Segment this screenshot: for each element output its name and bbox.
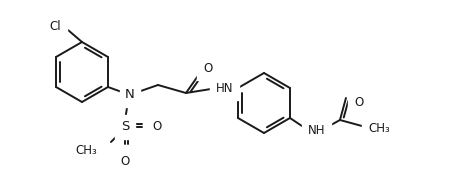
Text: N: N <box>125 89 135 102</box>
Text: CH₃: CH₃ <box>75 143 97 157</box>
Text: O: O <box>203 61 212 75</box>
Text: NH: NH <box>308 124 325 136</box>
Text: CH₃: CH₃ <box>368 121 390 134</box>
Text: HN: HN <box>216 81 233 94</box>
Text: O: O <box>152 121 161 134</box>
Text: O: O <box>354 95 363 108</box>
Text: S: S <box>121 121 129 134</box>
Text: O: O <box>120 155 130 168</box>
Text: Cl: Cl <box>49 20 61 33</box>
